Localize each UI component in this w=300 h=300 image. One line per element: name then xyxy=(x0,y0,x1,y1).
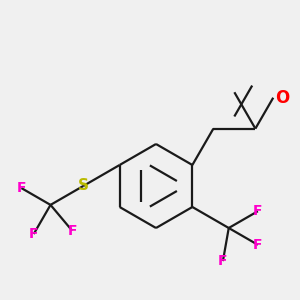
Text: F: F xyxy=(29,227,38,241)
Text: O: O xyxy=(275,89,289,107)
Text: F: F xyxy=(253,204,262,218)
Text: F: F xyxy=(68,224,77,238)
Text: F: F xyxy=(17,181,26,195)
Text: F: F xyxy=(253,238,262,252)
Text: F: F xyxy=(218,254,228,268)
Text: S: S xyxy=(78,178,89,194)
